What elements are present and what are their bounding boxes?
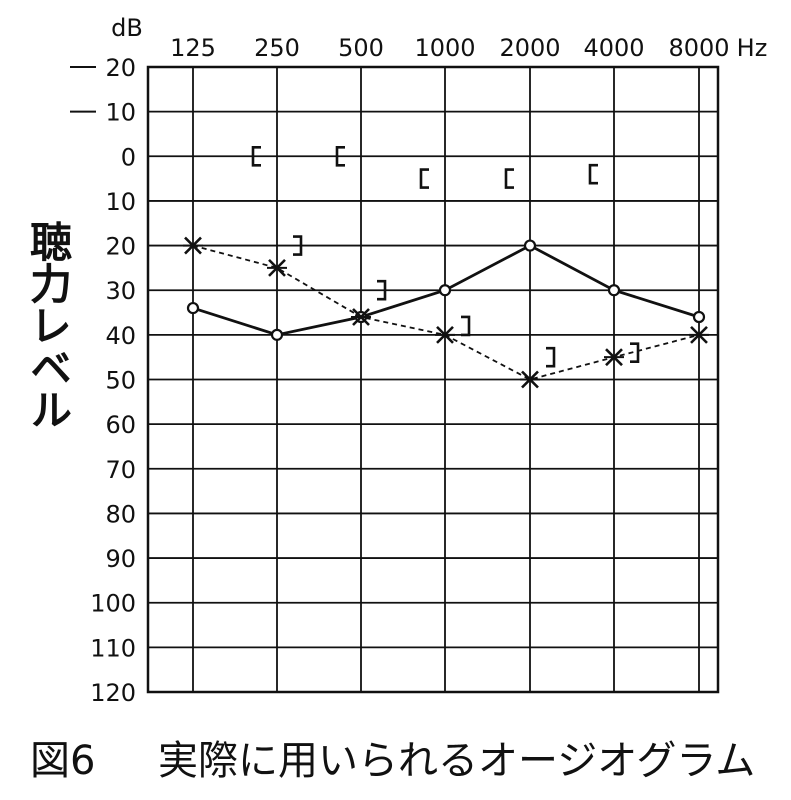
data-point-cross — [604, 348, 624, 367]
y-tick-label: 100 — [90, 590, 136, 618]
data-point-cross — [689, 325, 709, 344]
y-tick-label: 10 — [105, 99, 136, 127]
figure-caption: 図6 実際に用いられるオージオグラム — [30, 728, 755, 786]
y-tick-label: 50 — [105, 367, 136, 395]
x-tick-label: 1000 — [414, 34, 475, 62]
bracket-left-mark — [588, 163, 598, 185]
data-point-cross — [351, 308, 371, 326]
y-tick-label: 40 — [105, 322, 136, 350]
y-tick-label: 70 — [105, 456, 136, 484]
figure-number: 図6 — [30, 738, 96, 784]
x-tick-label: 8000 — [668, 34, 729, 62]
y-tick-label: 80 — [105, 500, 136, 528]
grid — [146, 65, 720, 694]
bracket-left-mark — [335, 145, 345, 167]
x-tick-label: 250 — [254, 34, 300, 62]
figure-title: 実際に用いられるオージオグラム — [158, 738, 756, 784]
x-tick-label: 125 — [170, 34, 216, 62]
bracket-right-mark — [293, 235, 303, 256]
data-point-cross — [183, 236, 203, 255]
bracket-left-mark — [419, 168, 429, 189]
y-tick-label: 20 — [105, 54, 136, 82]
bracket-left-mark — [504, 168, 514, 189]
y-tick-label: 30 — [105, 277, 136, 305]
x-tick-label: 2000 — [499, 34, 560, 62]
y-axis-title: 聴力レベル — [24, 220, 73, 430]
series-line-2 — [192, 244, 700, 381]
data-point-circle — [692, 310, 706, 324]
data-point-cross — [267, 258, 287, 277]
bracket-right-mark — [630, 342, 640, 364]
x-tick-label: 500 — [338, 34, 384, 62]
data-point-cross — [435, 325, 455, 344]
y-tick-label: 60 — [105, 411, 136, 439]
series — [183, 236, 709, 389]
data-point-circle — [270, 328, 284, 341]
bracket-right-mark — [546, 346, 556, 368]
y-tick-label: 10 — [105, 188, 136, 216]
data-point-circle — [607, 284, 621, 297]
bracket-right-mark — [377, 279, 387, 301]
bracket-left-mark — [251, 145, 261, 167]
bracket-right-mark — [461, 315, 471, 337]
data-point-circle — [438, 284, 452, 297]
x-tick-label: 4000 — [583, 34, 644, 62]
data-point-circle — [186, 301, 200, 315]
y-tick-label: 0 — [121, 143, 136, 171]
x-unit-label: Hz — [737, 34, 768, 62]
brackets — [251, 145, 640, 368]
y-tick-label: 20 — [105, 233, 136, 261]
y-tick-label: 90 — [105, 545, 136, 573]
data-point-circle — [523, 239, 537, 252]
data-point-cross — [520, 370, 540, 389]
y-tick-label: 120 — [90, 679, 136, 707]
y-unit-label: dB — [111, 14, 143, 42]
y-tick-label: 110 — [90, 634, 136, 662]
